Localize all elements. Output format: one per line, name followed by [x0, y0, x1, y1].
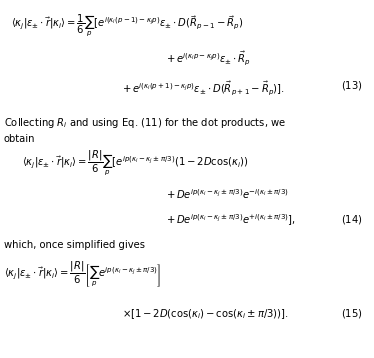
- Text: $+ \, De^{ip(\kappa_i - \kappa_j \pm \pi/3)} e^{+i(\kappa_i \pm \pi/3)}],$: $+ \, De^{ip(\kappa_i - \kappa_j \pm \pi…: [166, 213, 296, 228]
- Text: $(15)$: $(15)$: [341, 307, 363, 320]
- Text: $+ \, e^{i(\kappa_i(p+1)-\kappa_j p)} \varepsilon_{\pm} \cdot D(\vec{R}_{p+1} - : $+ \, e^{i(\kappa_i(p+1)-\kappa_j p)} \v…: [122, 79, 284, 97]
- Text: which, once simplified gives: which, once simplified gives: [4, 240, 145, 250]
- Text: $\langle \kappa_j | \varepsilon_{\pm} \cdot \vec{r} | \kappa_i \rangle = \dfrac{: $\langle \kappa_j | \varepsilon_{\pm} \c…: [22, 149, 249, 178]
- Text: $(14)$: $(14)$: [341, 213, 363, 226]
- Text: $+ \, De^{ip(\kappa_i - \kappa_j \pm \pi/3)} e^{-i(\kappa_i \pm \pi/3)}$: $+ \, De^{ip(\kappa_i - \kappa_j \pm \pi…: [166, 188, 289, 202]
- Text: obtain: obtain: [4, 134, 35, 144]
- Text: $(13)$: $(13)$: [341, 79, 363, 92]
- Text: $\langle \kappa_j | \varepsilon_{\pm} \cdot \vec{r} | \kappa_i \rangle = \dfrac{: $\langle \kappa_j | \varepsilon_{\pm} \c…: [4, 260, 161, 289]
- Text: $\times [1 - 2D(\cos(\kappa_i) - \cos(\kappa_i \pm \pi/3))].$: $\times [1 - 2D(\cos(\kappa_i) - \cos(\k…: [122, 307, 288, 321]
- Text: $+ \, e^{i(\kappa_i p - \kappa_j p)} \varepsilon_{\pm} \cdot \vec{R}_p$: $+ \, e^{i(\kappa_i p - \kappa_j p)} \va…: [166, 49, 251, 67]
- Text: $\langle \kappa_j | \varepsilon_{\pm} \cdot \vec{r} | \kappa_i \rangle = \dfrac{: $\langle \kappa_j | \varepsilon_{\pm} \c…: [11, 13, 244, 39]
- Text: Collecting $R_i$ and using Eq. (11) for the dot products, we: Collecting $R_i$ and using Eq. (11) for …: [4, 116, 286, 130]
